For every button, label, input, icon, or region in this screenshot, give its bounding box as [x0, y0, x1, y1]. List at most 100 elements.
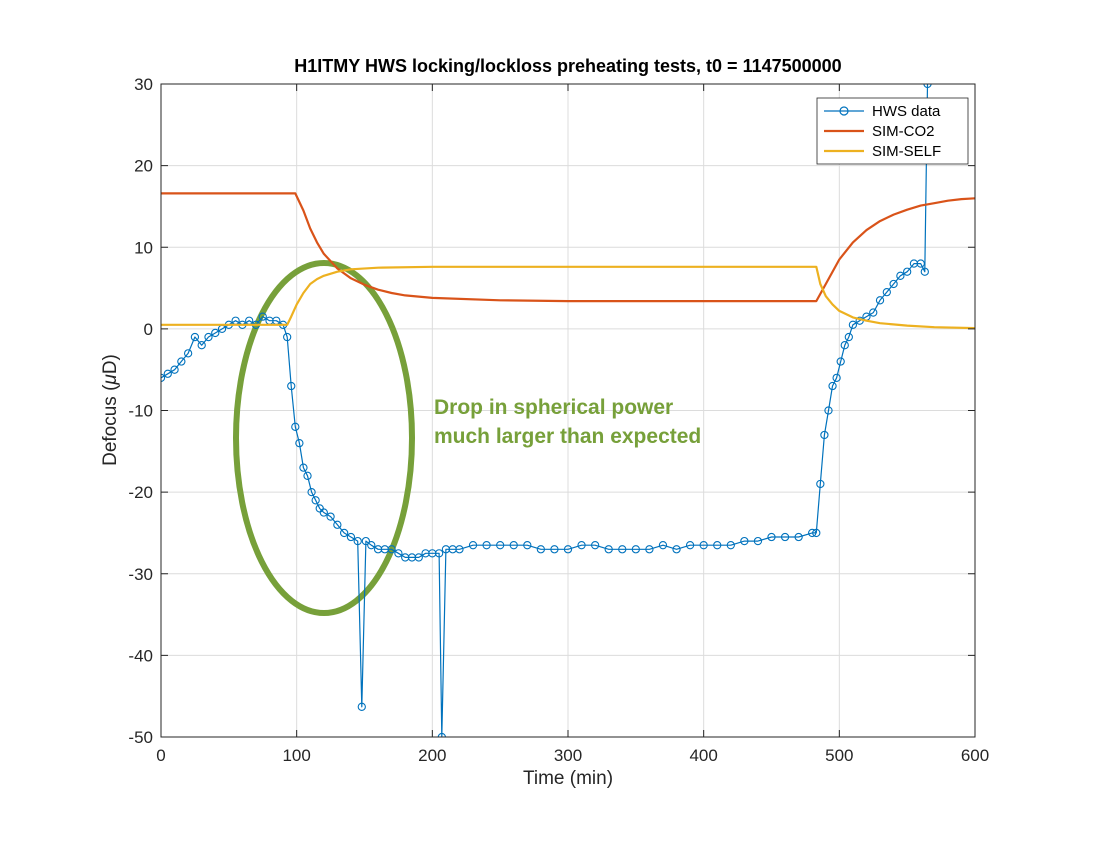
y-tick-label: -20 — [128, 483, 153, 502]
data-point-hws-data — [916, 259, 925, 268]
data-point-hws-data — [346, 532, 356, 542]
data-point-hws-data — [394, 549, 403, 558]
series-line-hws-data — [161, 84, 929, 737]
data-point-hws-data — [287, 381, 296, 391]
chart-title: H1ITMY HWS locking/lockloss preheating t… — [294, 56, 841, 76]
data-point-hws-data — [903, 267, 912, 276]
data-point-hws-data — [672, 545, 681, 554]
x-tick-label: 0 — [156, 746, 165, 765]
x-tick-label: 100 — [282, 746, 310, 765]
data-point-hws-data — [361, 536, 371, 546]
data-point-hws-data — [204, 332, 213, 342]
data-point-hws-data — [685, 541, 695, 550]
annotation-ellipse — [233, 260, 415, 616]
tick-labels: 0 100 200 300 400 500 6003020100-10-20-30-40-5… — [128, 75, 989, 765]
series-sim-co2 — [161, 192, 975, 303]
data-point-hws-data — [550, 545, 559, 554]
data-point-hws-data — [577, 541, 586, 550]
data-point-hws-data — [211, 328, 220, 338]
data-point-hws-data — [840, 341, 849, 350]
y-tick-label: 30 — [134, 75, 153, 94]
x-tick-label: 600 — [961, 746, 989, 765]
y-axis-title-suffix: D) — [100, 354, 121, 374]
data-point-hws-data — [740, 536, 749, 546]
y-tick-label: 0 — [144, 320, 153, 339]
data-point-hws-data — [387, 545, 396, 554]
data-point-hws-data — [258, 312, 267, 321]
data-point-hws-data — [563, 545, 573, 554]
data-point-hws-data — [353, 536, 362, 546]
data-point-hws-data — [882, 287, 891, 297]
y-axis-title: Defocus (μD) — [100, 354, 121, 466]
data-point-hws-data — [808, 528, 817, 538]
data-point-hws-data — [311, 496, 320, 505]
ticks — [160, 83, 976, 738]
data-point-hws-data — [197, 341, 206, 350]
series-sim-self — [161, 265, 975, 330]
data-point-hws-data — [753, 536, 763, 546]
series-layer — [161, 84, 975, 737]
data-point-hws-data — [536, 545, 546, 554]
y-tick-label: -30 — [128, 565, 153, 584]
y-tick-label: 10 — [134, 238, 153, 257]
data-point-hws-data — [875, 296, 885, 305]
data-point-hws-data — [812, 528, 821, 538]
annotation-ellipse-layer — [233, 260, 415, 616]
series-line-sim-self — [161, 265, 975, 330]
x-tick-label: 500 — [825, 746, 853, 765]
data-point-hws-data — [869, 308, 878, 317]
data-point-hws-data — [844, 332, 853, 342]
x-tick-label: 200 — [418, 746, 446, 765]
data-point-hws-data — [523, 541, 532, 550]
legend: HWS data SIM-CO2 SIM-SELF — [816, 97, 969, 165]
y-tick-label: -50 — [128, 728, 153, 747]
data-point-hws-data — [828, 381, 837, 391]
legend-label-hws-data: HWS data — [872, 103, 941, 120]
data-point-hws-data — [339, 528, 349, 538]
data-point-hws-data — [816, 479, 825, 489]
data-point-hws-data — [832, 373, 841, 382]
legend-label-sim-co2: SIM-CO2 — [872, 123, 935, 140]
data-point-hws-data — [496, 541, 505, 550]
data-point-hws-data — [326, 512, 335, 521]
legend-label-sim-self: SIM-SELF — [872, 143, 941, 160]
data-point-hws-data — [658, 541, 668, 550]
y-tick-label: -10 — [128, 402, 153, 421]
data-point-hws-data — [824, 406, 833, 415]
data-point-hws-data — [920, 267, 929, 276]
data-point-hws-data — [889, 279, 898, 289]
data-point-hws-data — [645, 545, 654, 554]
y-axis-title-prefix: Defocus ( — [100, 384, 121, 466]
data-point-hws-data — [183, 349, 193, 358]
data-point-hws-data — [414, 553, 423, 562]
y-tick-label: 20 — [134, 157, 153, 176]
data-point-hws-data — [604, 545, 613, 554]
data-point-hws-data — [319, 508, 328, 517]
data-point-hws-data — [631, 545, 640, 554]
data-point-hws-data — [699, 541, 708, 550]
data-point-hws-data — [590, 541, 600, 550]
data-point-hws-data — [896, 271, 905, 280]
data-point-hws-data — [333, 520, 342, 529]
data-point-hws-data — [170, 365, 179, 374]
data-point-hws-data — [767, 532, 776, 542]
data-point-hws-data — [468, 541, 478, 550]
data-point-hws-data — [482, 541, 491, 550]
series-line-sim-co2 — [161, 192, 975, 303]
data-point-hws-data — [794, 532, 803, 542]
data-point-hws-data — [190, 332, 200, 342]
data-point-hws-data — [780, 532, 790, 542]
data-point-hws-data — [177, 357, 186, 366]
data-point-hws-data — [295, 438, 304, 448]
data-point-hws-data — [713, 541, 722, 550]
data-point-hws-data — [455, 545, 464, 554]
data-point-hws-data — [291, 422, 300, 431]
data-point-hws-data — [367, 541, 376, 550]
y-axis-title-unit-symbol: μ — [100, 374, 121, 386]
data-point-hws-data — [163, 369, 172, 378]
data-point-hws-data — [299, 463, 308, 472]
data-point-hws-data — [726, 541, 735, 550]
data-point-hws-data — [618, 545, 627, 554]
